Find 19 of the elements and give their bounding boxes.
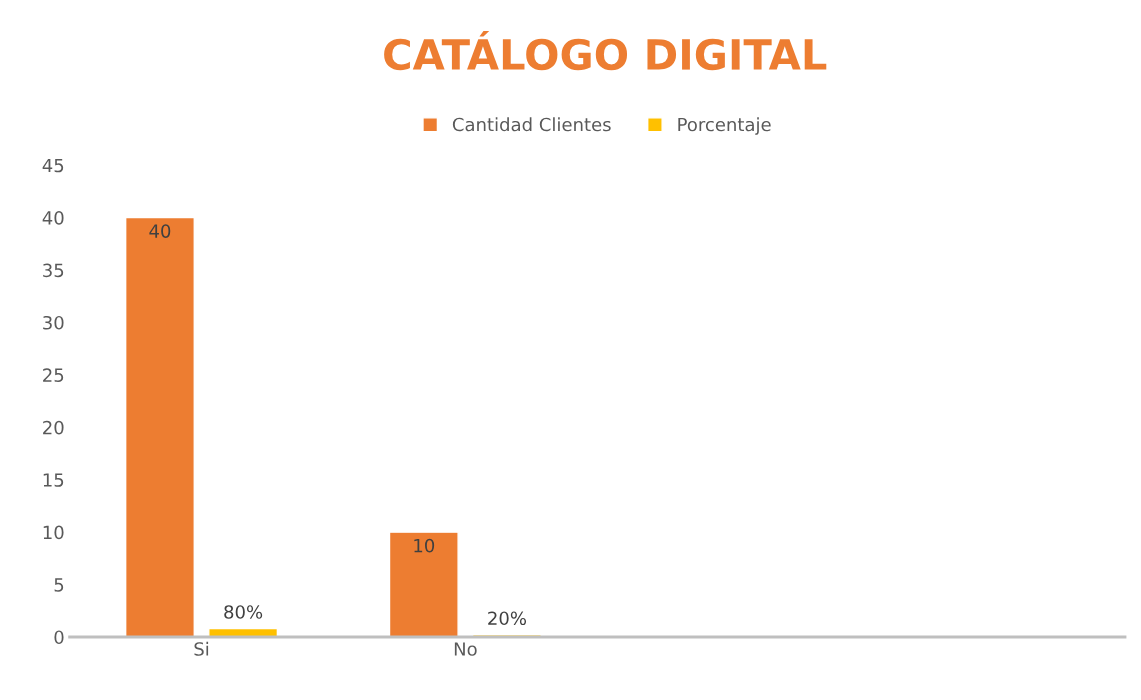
y-tick-label: 30 xyxy=(43,315,64,330)
chart-title: CATÁLOGO DIGITAL xyxy=(384,31,827,71)
y-tick-label: 10 xyxy=(43,525,64,540)
y-tick-label: 45 xyxy=(42,158,64,173)
legend-label: Porcentaje xyxy=(678,117,771,135)
data-label: 80% xyxy=(224,605,263,619)
legend-label: Cantidad Clientes xyxy=(452,117,611,132)
data-label: 10 xyxy=(414,538,435,553)
x-tick-label: Si xyxy=(194,641,209,656)
data-label: 20% xyxy=(488,611,527,626)
data-label: 40 xyxy=(149,224,171,238)
y-tick-label: 40 xyxy=(42,211,64,225)
y-tick-label: 15 xyxy=(43,473,64,487)
x-tick-label: No xyxy=(454,642,477,656)
y-tick-label: 0 xyxy=(54,630,64,645)
y-tick-label: 5 xyxy=(54,578,64,592)
y-tick-label: 25 xyxy=(43,368,64,383)
y-tick-label: 20 xyxy=(43,420,64,435)
y-tick-label: 35 xyxy=(43,263,64,278)
